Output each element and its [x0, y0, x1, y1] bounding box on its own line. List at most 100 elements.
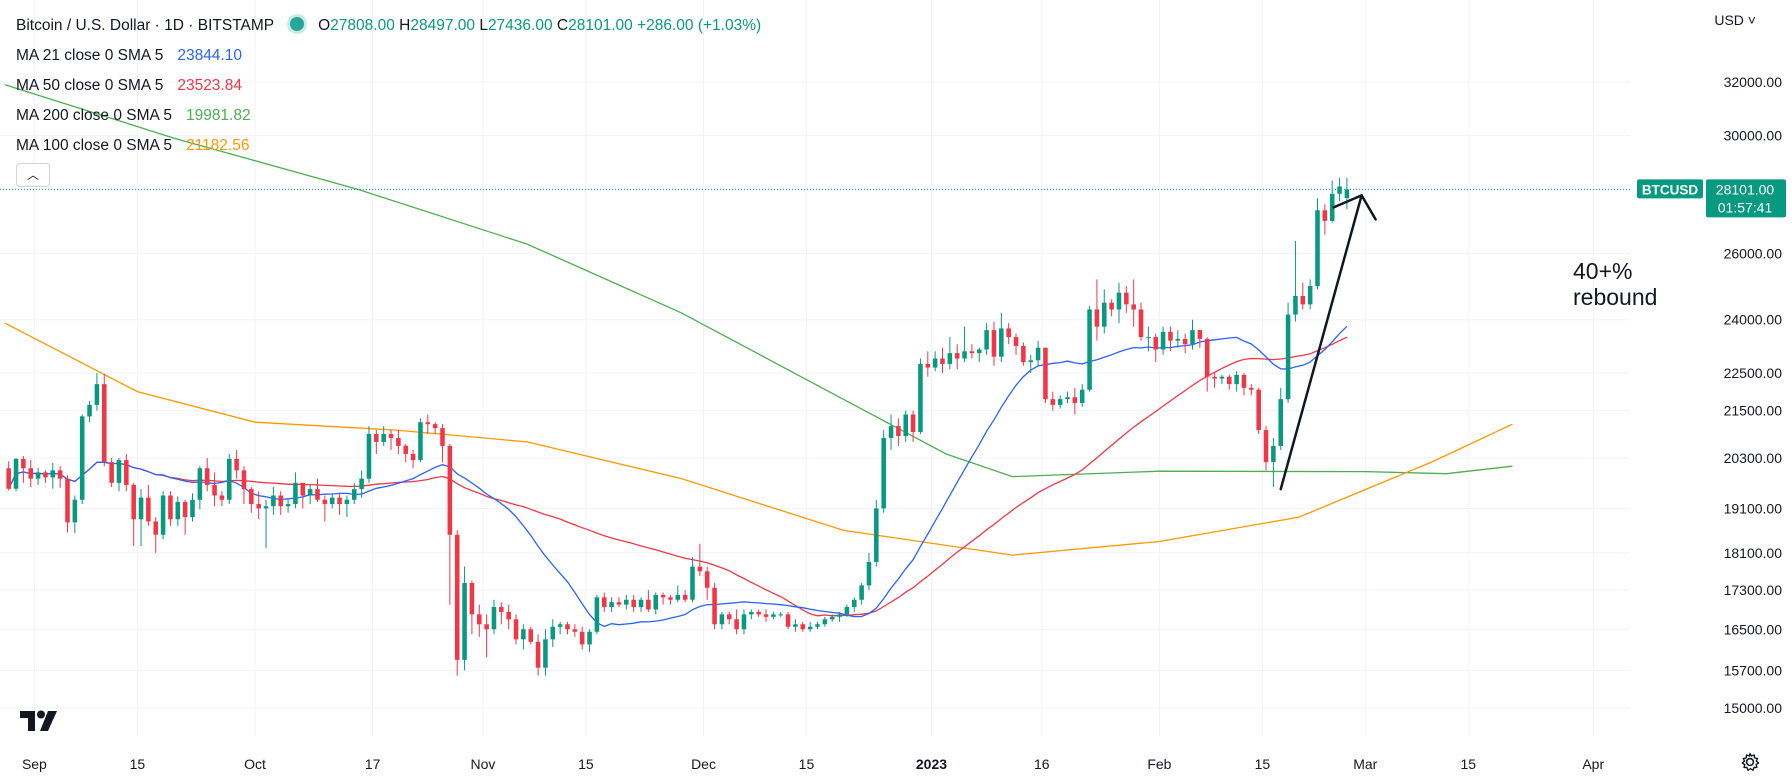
time-tick-label: Mar	[1353, 756, 1377, 772]
price-tick-label: 30000.00	[1724, 127, 1783, 143]
candle	[734, 609, 739, 635]
candle-body	[1101, 302, 1107, 327]
candle	[896, 418, 901, 446]
candle-body	[212, 484, 217, 496]
candle	[278, 491, 284, 515]
candle-body	[1153, 337, 1159, 350]
currency-selector[interactable]: USD ˅	[1714, 12, 1756, 28]
candle	[653, 592, 659, 615]
ohlc-label: C	[556, 17, 569, 34]
candle	[851, 597, 857, 612]
candle-body	[116, 460, 122, 483]
candle-body	[79, 416, 85, 500]
candle	[646, 590, 651, 612]
price-tick-label: 26000.00	[1724, 246, 1783, 262]
candle-body	[50, 470, 56, 478]
time-tick-label: Apr	[1582, 756, 1604, 772]
candle-body	[476, 614, 482, 625]
candle	[1344, 177, 1350, 210]
candle	[631, 594, 636, 612]
candle	[1329, 180, 1335, 223]
candle-body	[984, 330, 989, 350]
candle	[396, 430, 401, 454]
candle	[1175, 330, 1181, 348]
gear-icon[interactable]	[1740, 752, 1760, 772]
candle-body	[491, 607, 497, 630]
candle	[947, 337, 953, 370]
candle	[418, 418, 423, 463]
candle-body	[454, 534, 460, 660]
candle-body	[138, 497, 144, 520]
time-tick-label: 15	[799, 756, 815, 772]
candle	[1249, 384, 1254, 396]
candle-body	[1249, 387, 1254, 390]
candle	[13, 458, 19, 492]
candle-body	[1263, 430, 1269, 463]
candle	[557, 621, 563, 635]
collapse-legend-button[interactable]: ︿	[16, 163, 50, 187]
candle-body	[322, 499, 328, 505]
candle-body	[1028, 360, 1034, 363]
candle	[675, 585, 681, 603]
candle	[94, 373, 100, 411]
candle-body	[1344, 189, 1350, 199]
candle-body	[1329, 193, 1335, 221]
last-price-bg	[1706, 179, 1786, 218]
candle-body	[962, 351, 967, 359]
candle-body	[594, 597, 600, 632]
indicator-row[interactable]: MA 100 close 0 SMA 5 21182.56	[16, 135, 761, 165]
candle	[315, 478, 320, 502]
candle	[410, 449, 416, 469]
symbol-tag-bg	[1637, 179, 1703, 199]
indicator-row[interactable]: MA 21 close 0 SMA 5 23844.10	[16, 45, 761, 75]
indicator-name: MA 21 close 0 SMA 5	[16, 47, 164, 64]
candle	[1263, 426, 1269, 471]
tradingview-logo-icon[interactable]	[20, 710, 60, 732]
time-tick-label: 15	[130, 756, 146, 772]
rebound-arrow-shaft	[1279, 194, 1363, 491]
candle	[21, 456, 26, 483]
candle-body	[337, 497, 342, 505]
ohlc-value: 27436.00	[487, 17, 557, 34]
candle-body	[815, 624, 820, 627]
candle	[1006, 323, 1011, 345]
candle-body	[1013, 337, 1019, 346]
candle-body	[565, 624, 570, 630]
candle	[285, 499, 291, 513]
candle-body	[1057, 399, 1063, 405]
candle-body	[793, 624, 798, 627]
candle-body	[572, 629, 578, 632]
candle	[381, 426, 386, 446]
candle	[1021, 342, 1026, 366]
candle-body	[197, 468, 203, 500]
candle-body	[21, 458, 26, 469]
candle-body	[1146, 337, 1151, 339]
candle-body	[388, 433, 394, 438]
candle-body	[1307, 286, 1313, 305]
candle	[499, 602, 504, 625]
currency-label: USD	[1714, 12, 1744, 28]
candle-body	[557, 624, 563, 627]
candle-body	[131, 484, 136, 520]
candle	[1212, 373, 1217, 388]
candle	[609, 597, 614, 612]
candle-body	[726, 614, 732, 620]
candle-body	[851, 599, 857, 608]
candle	[116, 458, 122, 492]
candle-body	[1035, 347, 1041, 361]
indicator-row[interactable]: MA 50 close 0 SMA 5 23523.84	[16, 75, 761, 105]
ma200-line	[4, 84, 1513, 478]
candle	[1146, 326, 1151, 352]
ma21-line	[8, 325, 1348, 628]
symbol-title[interactable]: Bitcoin / U.S. Dollar · 1D · BITSTAMP	[16, 17, 275, 34]
candle	[910, 410, 916, 442]
candle-body	[87, 404, 92, 417]
indicator-row[interactable]: MA 200 close 0 SMA 5 19981.82	[16, 105, 761, 135]
candle-body	[1190, 330, 1195, 345]
candle-body	[528, 629, 534, 642]
candlestick-series	[6, 177, 1350, 676]
candle	[572, 624, 578, 637]
candle	[1065, 391, 1070, 403]
candle	[954, 344, 960, 370]
